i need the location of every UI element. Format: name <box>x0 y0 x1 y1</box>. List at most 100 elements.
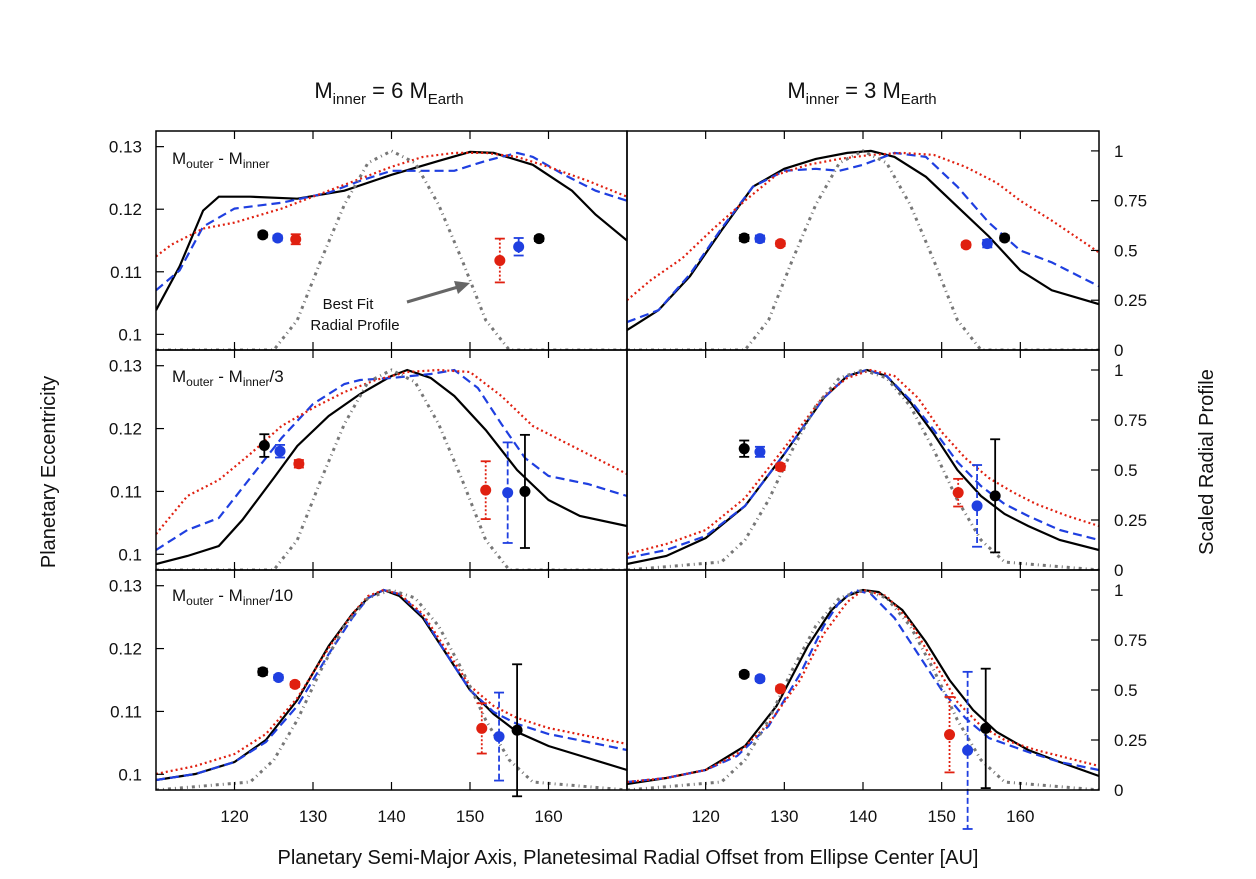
y-tick-label-right: 0.75 <box>1114 411 1147 430</box>
panel-r1-c2: 0 0.25 0.5 0.75 1 <box>626 130 1147 360</box>
row-label-3: Mouter - Minner/10 <box>172 586 293 608</box>
data-point-black <box>738 443 750 455</box>
y-tick-label-left: 0.12 <box>109 200 142 219</box>
panel-r2-c1: 0.1 0.11 0.12 0.13 <box>109 349 628 571</box>
profile-blue-line <box>156 588 627 782</box>
data-point-blue <box>272 232 284 244</box>
profile-red-line <box>156 368 627 535</box>
y-tick-label-right: 0.5 <box>1114 461 1138 480</box>
x-tick-label: 150 <box>456 807 484 826</box>
y-tick-label-right: 0.25 <box>1114 731 1147 750</box>
y-tick-label-left: 0.13 <box>109 138 142 157</box>
data-point-black <box>257 229 269 241</box>
data-point-black <box>980 722 992 734</box>
data-point-blue <box>971 500 983 512</box>
profile-red-line <box>156 588 627 776</box>
y-tick-label-left: 0.13 <box>109 577 142 596</box>
profile-red-line <box>627 151 1099 302</box>
y-tick-label-right: 0 <box>1114 781 1123 800</box>
panels-group: 0.10.110.120.1300.250.50.7510.10.110.120… <box>109 130 1147 830</box>
data-point-red <box>494 255 506 267</box>
y-tick-label-right: 0 <box>1114 561 1123 580</box>
profile-red-line <box>156 151 627 258</box>
data-point-red <box>944 729 956 741</box>
x-tick-label: 120 <box>691 807 719 826</box>
data-point-red <box>290 233 302 245</box>
profile-blue-line <box>627 151 1099 324</box>
y-tick-label-right: 0.75 <box>1114 631 1147 650</box>
data-point-blue <box>513 241 525 253</box>
data-point-red <box>952 487 964 499</box>
profile-black-line <box>156 150 627 311</box>
data-point-blue <box>502 487 514 499</box>
data-point-blue <box>272 671 284 683</box>
data-point-black <box>258 440 270 452</box>
profile-black-line <box>156 588 627 782</box>
y-tick-label-left: 0.12 <box>109 640 142 659</box>
y-tick-label-left: 0.11 <box>110 263 142 282</box>
profile-gray-line <box>156 149 627 350</box>
data-point-black <box>999 232 1011 244</box>
y-tick-label-right: 0 <box>1114 341 1123 360</box>
data-point-red <box>293 458 305 470</box>
data-point-blue <box>274 445 286 457</box>
profile-blue-line <box>156 368 627 551</box>
panel-frame <box>626 130 1100 351</box>
profile-black-line <box>627 588 1099 786</box>
y-tick-label-right: 0.5 <box>1114 241 1138 260</box>
column-title-right: Minner = 3 MEarth <box>787 78 936 108</box>
data-point-black <box>533 233 545 245</box>
data-point-black <box>511 724 523 736</box>
data-point-red <box>289 678 301 690</box>
x-tick-label: 140 <box>377 807 405 826</box>
row-label-1: Mouter - Minner <box>172 149 270 171</box>
profile-red-line <box>627 588 1099 784</box>
y-tick-label-right: 1 <box>1114 142 1123 161</box>
panel-frame <box>626 569 1100 791</box>
profile-gray-line <box>156 588 627 790</box>
column-title-left: Minner = 6 MEarth <box>314 78 463 108</box>
y-tick-label-right: 1 <box>1114 581 1123 600</box>
annotation-line-2: Radial Profile <box>310 317 399 334</box>
panel-frame <box>626 349 1100 571</box>
row-label-2: Mouter - Minner/3 <box>172 367 284 389</box>
annotation-arrow-head <box>454 281 470 294</box>
y-axis-label-left: Planetary Eccentricity <box>38 376 60 568</box>
profile-blue-line <box>156 151 627 292</box>
profile-gray-line <box>627 149 1099 350</box>
data-point-red <box>476 722 488 734</box>
data-point-blue <box>962 744 974 756</box>
y-tick-label-right: 0.75 <box>1114 192 1147 211</box>
profile-black-line <box>627 368 1099 566</box>
data-point-blue <box>981 238 993 250</box>
y-tick-label-right: 1 <box>1114 361 1123 380</box>
y-tick-label-right: 0.5 <box>1114 681 1138 700</box>
data-point-black <box>989 490 1001 502</box>
panel-r2-c2: 0 0.25 0.5 0.75 1 <box>626 349 1147 580</box>
profile-gray-line <box>627 588 1099 790</box>
x-tick-label: 130 <box>770 807 798 826</box>
y-tick-label-left: 0.1 <box>118 765 142 784</box>
profile-red-line <box>627 368 1099 556</box>
data-point-black <box>738 232 750 244</box>
data-point-red <box>774 238 786 250</box>
data-point-red <box>774 461 786 473</box>
data-point-blue <box>754 673 766 685</box>
annotation-arrow-shaft <box>406 285 459 304</box>
data-point-black <box>519 485 531 497</box>
x-axis-label: Planetary Semi-Major Axis, Planetesimal … <box>277 847 978 869</box>
annotation-line-1: Best Fit <box>323 296 375 313</box>
x-tick-label: 130 <box>299 807 327 826</box>
x-tick-label: 150 <box>927 807 955 826</box>
data-point-red <box>774 683 786 695</box>
data-point-blue <box>493 731 505 743</box>
panel-r3-c1: 120 130 140 150 160 0.1 0.11 0.12 0.13 <box>109 569 628 826</box>
y-tick-label-right: 0.25 <box>1114 291 1147 310</box>
x-tick-label: 160 <box>534 807 562 826</box>
profile-blue-line <box>627 368 1099 560</box>
x-tick-label: 120 <box>220 807 248 826</box>
data-point-red <box>960 239 972 251</box>
data-point-blue <box>754 446 766 458</box>
profile-black-line <box>156 368 627 566</box>
